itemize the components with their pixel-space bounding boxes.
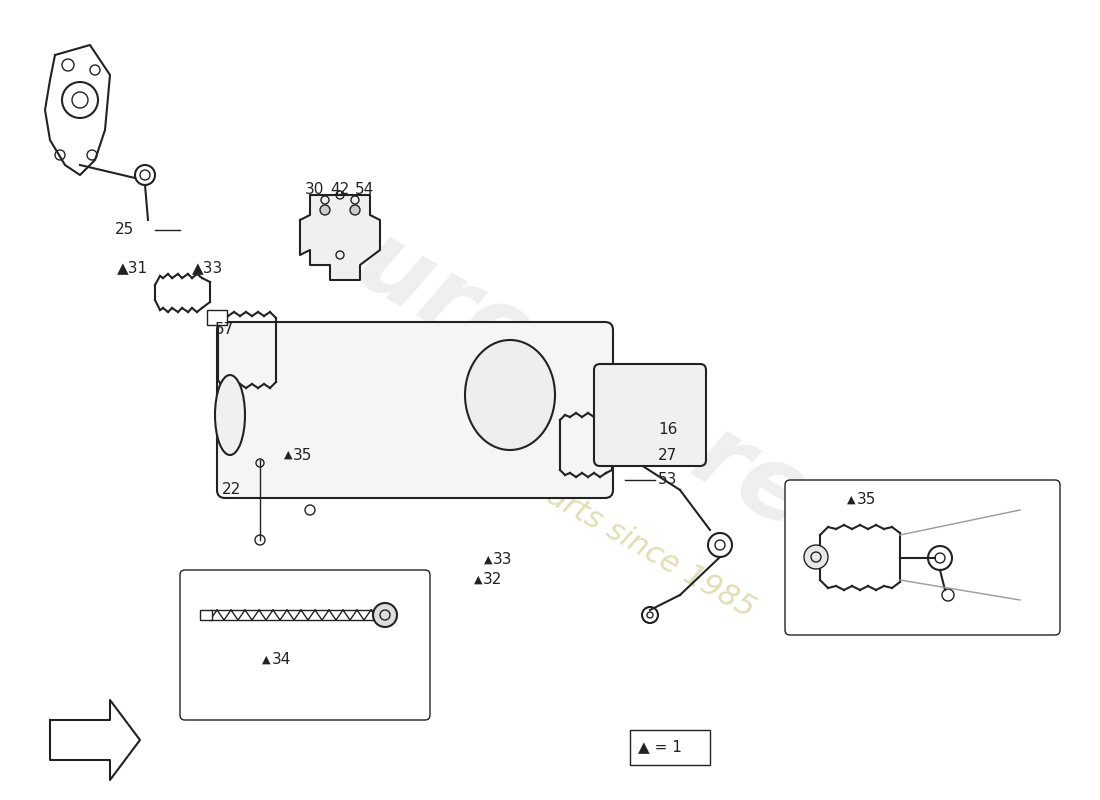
Text: 57: 57 xyxy=(214,322,234,338)
Text: ▲: ▲ xyxy=(847,495,855,505)
Bar xyxy=(200,610,212,620)
Text: ▲33: ▲33 xyxy=(192,261,223,275)
Text: 22: 22 xyxy=(222,482,241,498)
Text: 35: 35 xyxy=(857,493,877,507)
Text: ▲: ▲ xyxy=(473,575,482,585)
Text: 33: 33 xyxy=(493,553,513,567)
Text: ▲: ▲ xyxy=(284,450,292,460)
Text: 25: 25 xyxy=(116,222,134,238)
Text: 32: 32 xyxy=(483,573,503,587)
Ellipse shape xyxy=(214,375,245,455)
Text: a pasion for parts since 1985: a pasion for parts since 1985 xyxy=(360,376,760,624)
Text: ▲ = 1: ▲ = 1 xyxy=(638,739,682,754)
Text: ▲: ▲ xyxy=(484,555,492,565)
FancyBboxPatch shape xyxy=(217,322,613,498)
FancyBboxPatch shape xyxy=(594,364,706,466)
Text: ▲31: ▲31 xyxy=(117,261,148,275)
Polygon shape xyxy=(300,195,379,280)
Text: 42: 42 xyxy=(330,182,350,198)
Text: 30: 30 xyxy=(305,182,324,198)
Circle shape xyxy=(350,205,360,215)
Text: 27: 27 xyxy=(658,447,678,462)
Text: 54: 54 xyxy=(355,182,374,198)
Bar xyxy=(207,310,227,325)
Text: eurospares: eurospares xyxy=(282,180,878,580)
Bar xyxy=(630,730,710,765)
Text: ▲: ▲ xyxy=(262,655,270,665)
Circle shape xyxy=(320,205,330,215)
Text: 53: 53 xyxy=(658,473,678,487)
Ellipse shape xyxy=(465,340,556,450)
Text: 16: 16 xyxy=(658,422,678,438)
FancyBboxPatch shape xyxy=(180,570,430,720)
Text: 34: 34 xyxy=(272,653,292,667)
Circle shape xyxy=(804,545,828,569)
Circle shape xyxy=(373,603,397,627)
Text: 35: 35 xyxy=(293,447,312,462)
FancyBboxPatch shape xyxy=(785,480,1060,635)
Polygon shape xyxy=(50,700,140,780)
